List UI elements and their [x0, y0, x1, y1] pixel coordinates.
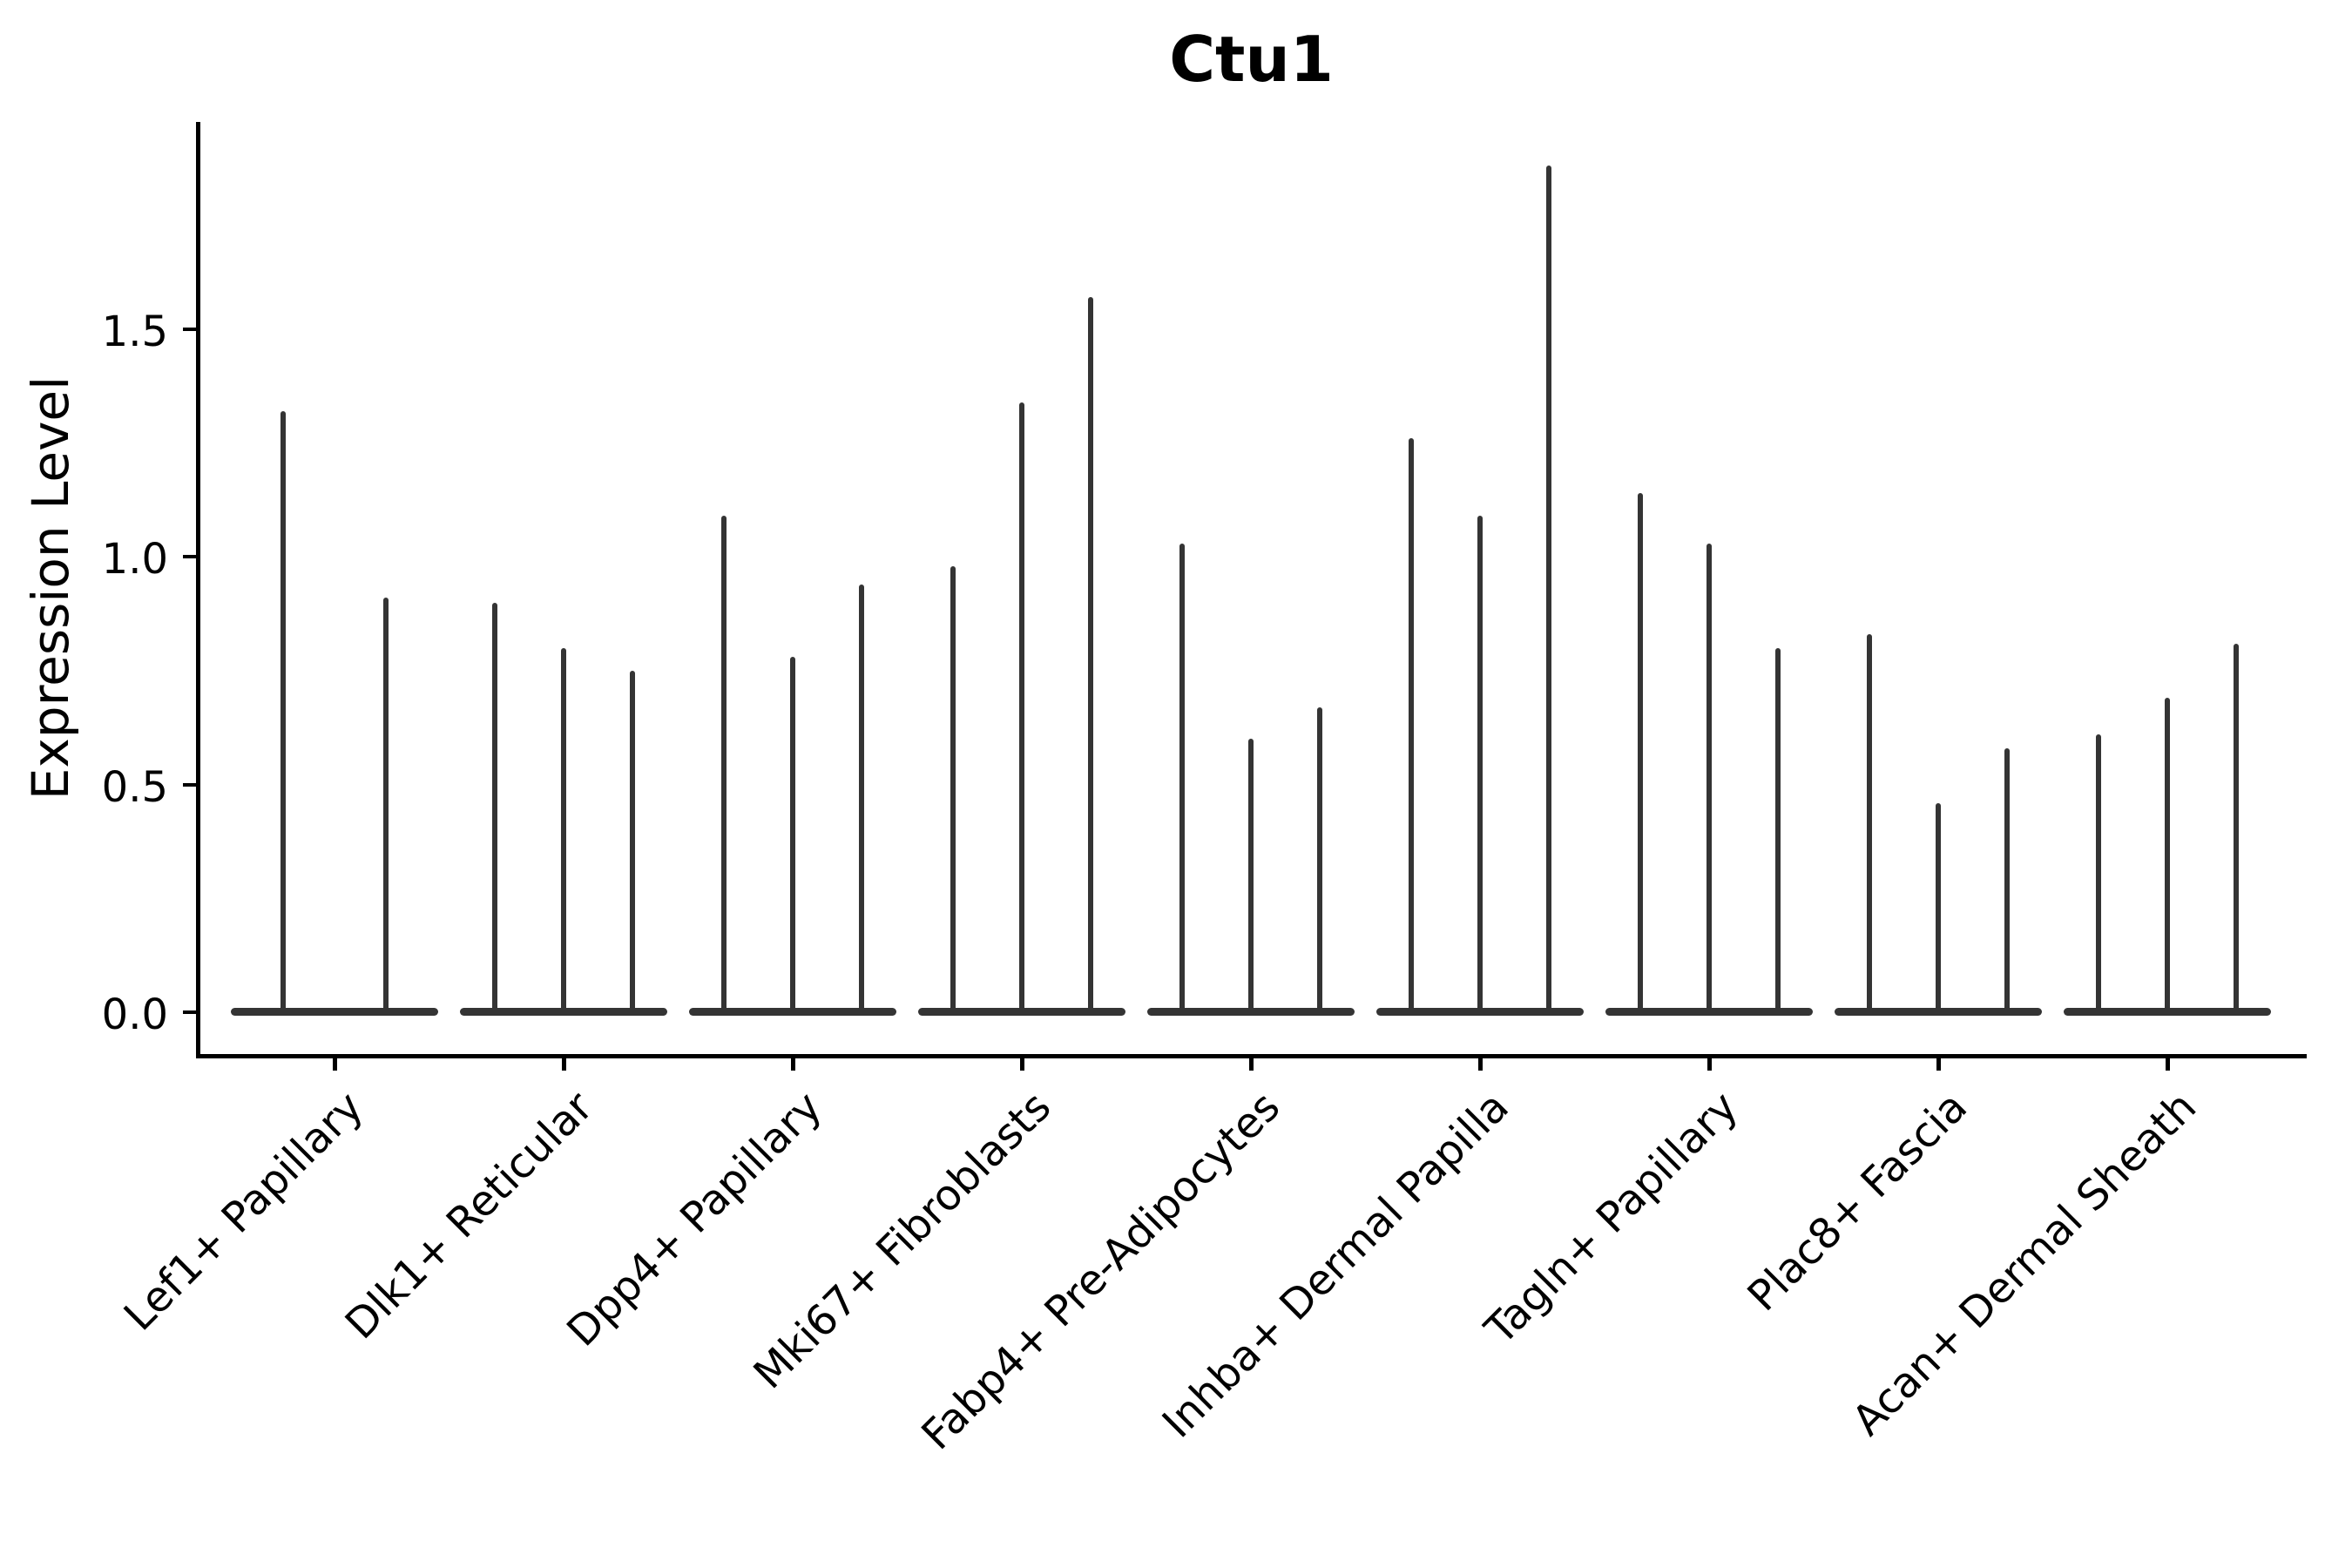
- violin-spike: [1936, 803, 1941, 1015]
- violin-spike: [1019, 402, 1024, 1015]
- y-tick-label: 1.5: [101, 308, 168, 356]
- x-axis-spine: [196, 1054, 2307, 1058]
- violin-spike: [1179, 544, 1185, 1015]
- x-tick-mark: [1020, 1058, 1024, 1071]
- violin-spike: [1638, 493, 1643, 1015]
- violin-spike: [630, 671, 635, 1015]
- violin-spike: [1088, 297, 1093, 1015]
- chart-title: Ctu1: [1169, 23, 1334, 96]
- violin-spike: [1409, 438, 1414, 1015]
- x-tick-mark: [791, 1058, 795, 1071]
- violin-spike: [2096, 734, 2101, 1015]
- violin-spike: [1775, 648, 1781, 1015]
- y-axis-label: Expression Level: [21, 375, 80, 801]
- violin-spike: [1477, 516, 1483, 1015]
- y-tick-mark: [183, 555, 196, 558]
- violin-spike: [721, 516, 727, 1015]
- violin-spike: [790, 657, 795, 1015]
- violin-spike: [1867, 634, 1872, 1015]
- x-tick-mark: [1478, 1058, 1483, 1071]
- violin-spike: [492, 603, 497, 1015]
- violin-spike: [1317, 707, 1322, 1015]
- x-tick-mark: [562, 1058, 566, 1071]
- y-tick-label: 1.0: [101, 535, 168, 584]
- violin-spike: [2165, 698, 2170, 1015]
- x-tick-mark: [333, 1058, 337, 1071]
- x-tick-label: Dpp4+ Papillary: [558, 1082, 832, 1356]
- violin-spike: [1707, 544, 1712, 1015]
- y-axis-spine: [196, 122, 200, 1058]
- x-tick-mark: [1249, 1058, 1254, 1071]
- violin-spike: [2234, 644, 2239, 1015]
- x-tick-mark: [2166, 1058, 2170, 1071]
- violin-spike: [1248, 739, 1254, 1015]
- y-tick-mark: [183, 1010, 196, 1014]
- y-tick-mark: [183, 783, 196, 787]
- violin-spike: [950, 566, 956, 1015]
- y-tick-mark: [183, 328, 196, 331]
- violin-spike: [561, 648, 566, 1015]
- x-tick-mark: [1707, 1058, 1712, 1071]
- violin-spike: [383, 598, 389, 1015]
- violin-baseline: [231, 1008, 438, 1016]
- x-tick-label: Lef1+ Papillary: [115, 1082, 374, 1341]
- x-tick-label: Plac8+ Fascia: [1738, 1082, 1977, 1321]
- violin-spike: [859, 585, 864, 1015]
- x-tick-label: Tagln+ Papillary: [1476, 1082, 1748, 1355]
- violin-spike: [2004, 748, 2010, 1015]
- violin-spike: [1546, 166, 1551, 1015]
- x-tick-label: Dlk1+ Reticular: [335, 1082, 603, 1349]
- x-tick-mark: [1936, 1058, 1941, 1071]
- violin-spike: [280, 411, 286, 1015]
- y-tick-label: 0.5: [101, 763, 168, 812]
- y-tick-label: 0.0: [101, 990, 168, 1039]
